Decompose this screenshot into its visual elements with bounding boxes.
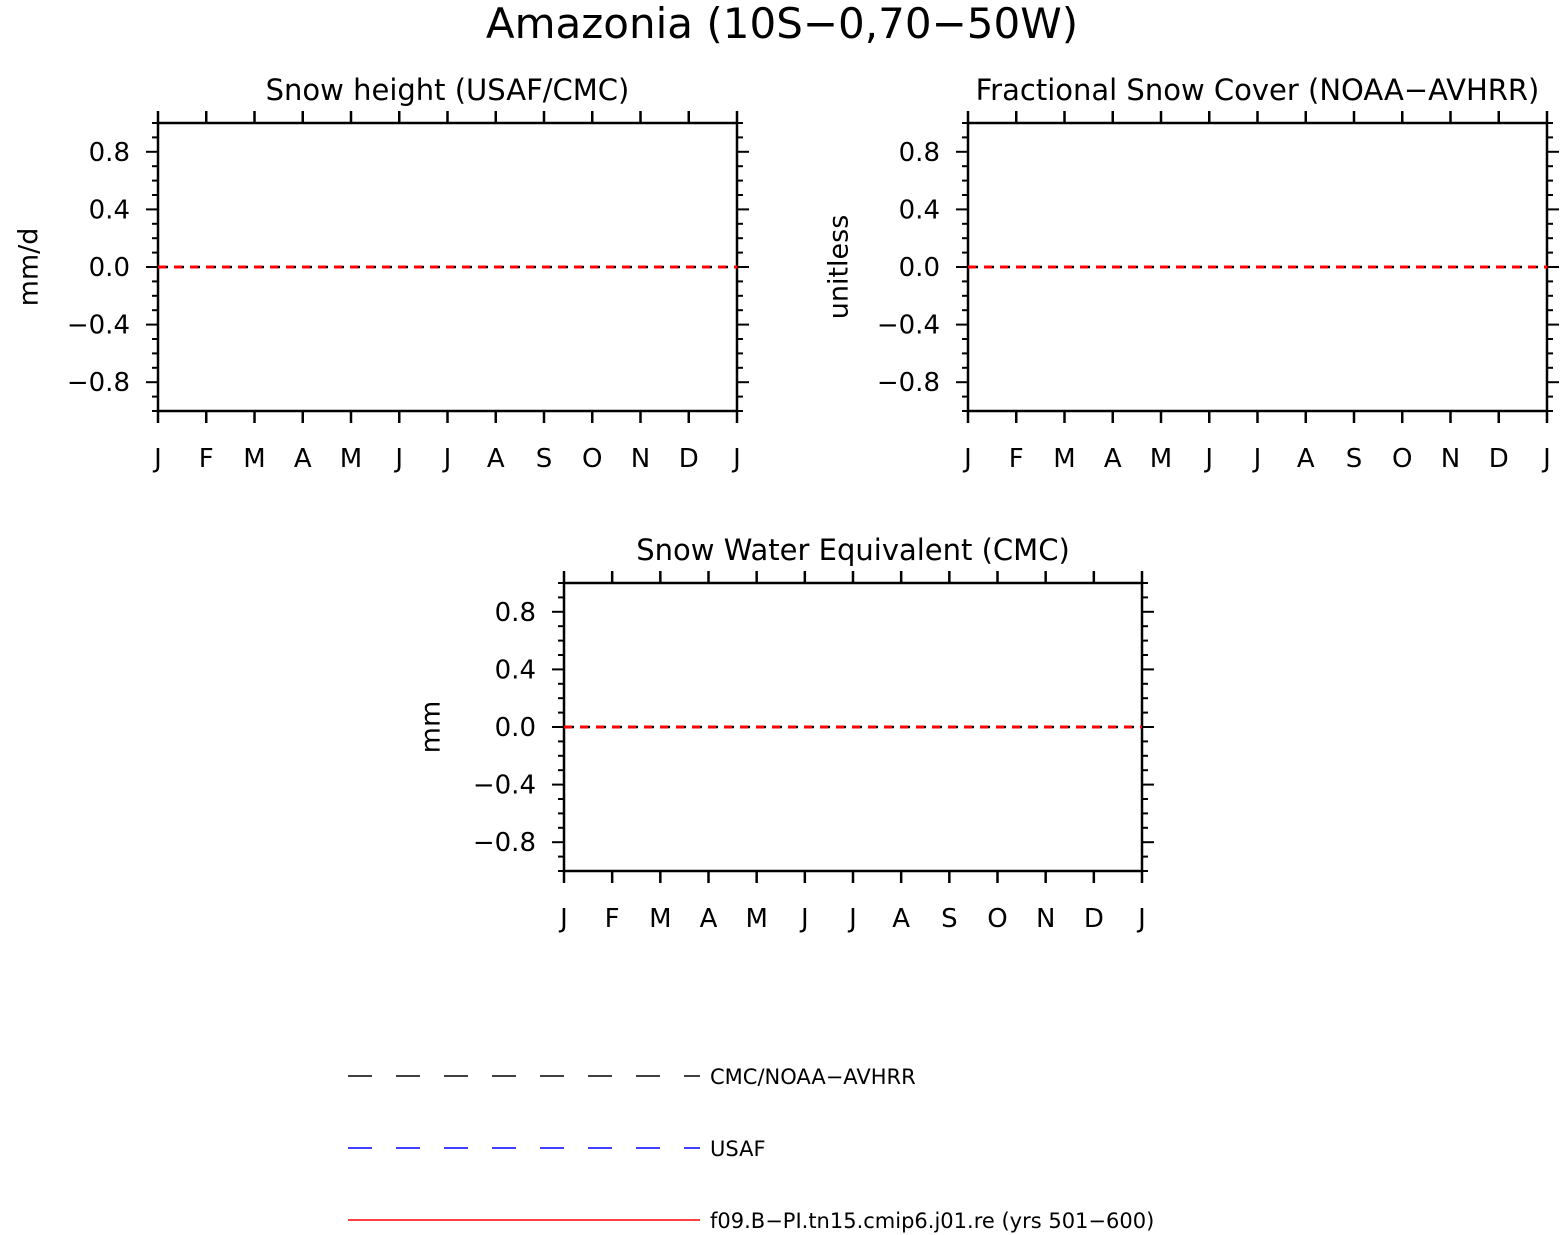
legend-label-model: f09.B−PI.tn15.cmip6.j01.re (yrs 501−600)	[710, 1209, 1154, 1233]
y-tick-label: −0.8	[473, 828, 536, 858]
x-tick-label: A	[1104, 444, 1122, 474]
x-tick-label: F	[605, 904, 620, 934]
y-axis-label: mm	[416, 701, 447, 754]
x-tick-label: O	[1392, 444, 1412, 474]
y-tick-label: 0.4	[495, 655, 536, 685]
y-tick-label: 0.4	[89, 195, 130, 225]
y-tick-label: 0.0	[899, 253, 940, 283]
y-tick-label: 0.0	[495, 713, 536, 743]
x-tick-label: M	[340, 444, 362, 474]
x-tick-label: S	[1346, 444, 1363, 474]
y-tick-label: 0.8	[495, 598, 536, 628]
x-tick-label: N	[631, 444, 650, 474]
x-tick-label: M	[745, 904, 767, 934]
x-tick-label: J	[393, 444, 403, 474]
x-tick-label: F	[1009, 444, 1024, 474]
x-tick-label: F	[199, 444, 214, 474]
x-tick-label: J	[442, 444, 452, 474]
legend: CMC/NOAA−AVHRR USAF f09.B−PI.tn15.cmip6.…	[348, 1065, 1154, 1233]
legend-label-cmc: CMC/NOAA−AVHRR	[710, 1065, 916, 1089]
y-tick-label: 0.8	[89, 138, 130, 168]
y-tick-label: −0.4	[67, 311, 130, 341]
x-tick-label: J	[1252, 444, 1262, 474]
panel-fractional-snow-cover: Fractional Snow Cover (NOAA−AVHRR) unitl…	[824, 73, 1559, 474]
x-tick-label: J	[731, 444, 741, 474]
x-tick-label: O	[987, 904, 1007, 934]
y-tick-label: 0.8	[899, 138, 940, 168]
x-tick-label: M	[1150, 444, 1172, 474]
x-tick-label: O	[582, 444, 602, 474]
y-tick-label: −0.8	[67, 368, 130, 398]
x-tick-label: A	[700, 904, 718, 934]
x-tick-label: D	[1084, 904, 1104, 934]
x-tick-label: A	[892, 904, 910, 934]
x-tick-label: A	[294, 444, 312, 474]
x-tick-label: D	[1489, 444, 1509, 474]
x-tick-label: J	[1136, 904, 1146, 934]
x-tick-label: M	[649, 904, 671, 934]
x-tick-label: M	[1053, 444, 1075, 474]
x-tick-label: M	[243, 444, 265, 474]
x-tick-label: A	[1297, 444, 1315, 474]
panel-title: Snow Water Equivalent (CMC)	[636, 533, 1070, 567]
x-tick-label: D	[679, 444, 699, 474]
y-tick-label: 0.0	[89, 253, 130, 283]
x-tick-label: N	[1036, 904, 1055, 934]
panel-title: Snow height (USAF/CMC)	[266, 73, 630, 107]
x-tick-label: J	[799, 904, 809, 934]
y-tick-label: −0.4	[473, 771, 536, 801]
x-tick-label: J	[1541, 444, 1551, 474]
x-tick-label: S	[941, 904, 958, 934]
panel-title: Fractional Snow Cover (NOAA−AVHRR)	[976, 73, 1540, 107]
y-tick-label: 0.4	[899, 195, 940, 225]
y-axis-label: unitless	[824, 215, 855, 320]
y-axis-label: mm/d	[14, 228, 45, 307]
x-tick-label: J	[1203, 444, 1213, 474]
y-tick-label: −0.4	[877, 311, 940, 341]
x-tick-label: J	[962, 444, 972, 474]
x-tick-label: S	[536, 444, 553, 474]
x-tick-label: J	[558, 904, 568, 934]
x-tick-label: J	[847, 904, 857, 934]
figure-title: Amazonia (10S−0,70−50W)	[486, 0, 1078, 48]
x-tick-label: J	[152, 444, 162, 474]
legend-label-usaf: USAF	[710, 1137, 766, 1161]
x-tick-label: N	[1441, 444, 1460, 474]
y-tick-label: −0.8	[877, 368, 940, 398]
x-tick-label: A	[487, 444, 505, 474]
